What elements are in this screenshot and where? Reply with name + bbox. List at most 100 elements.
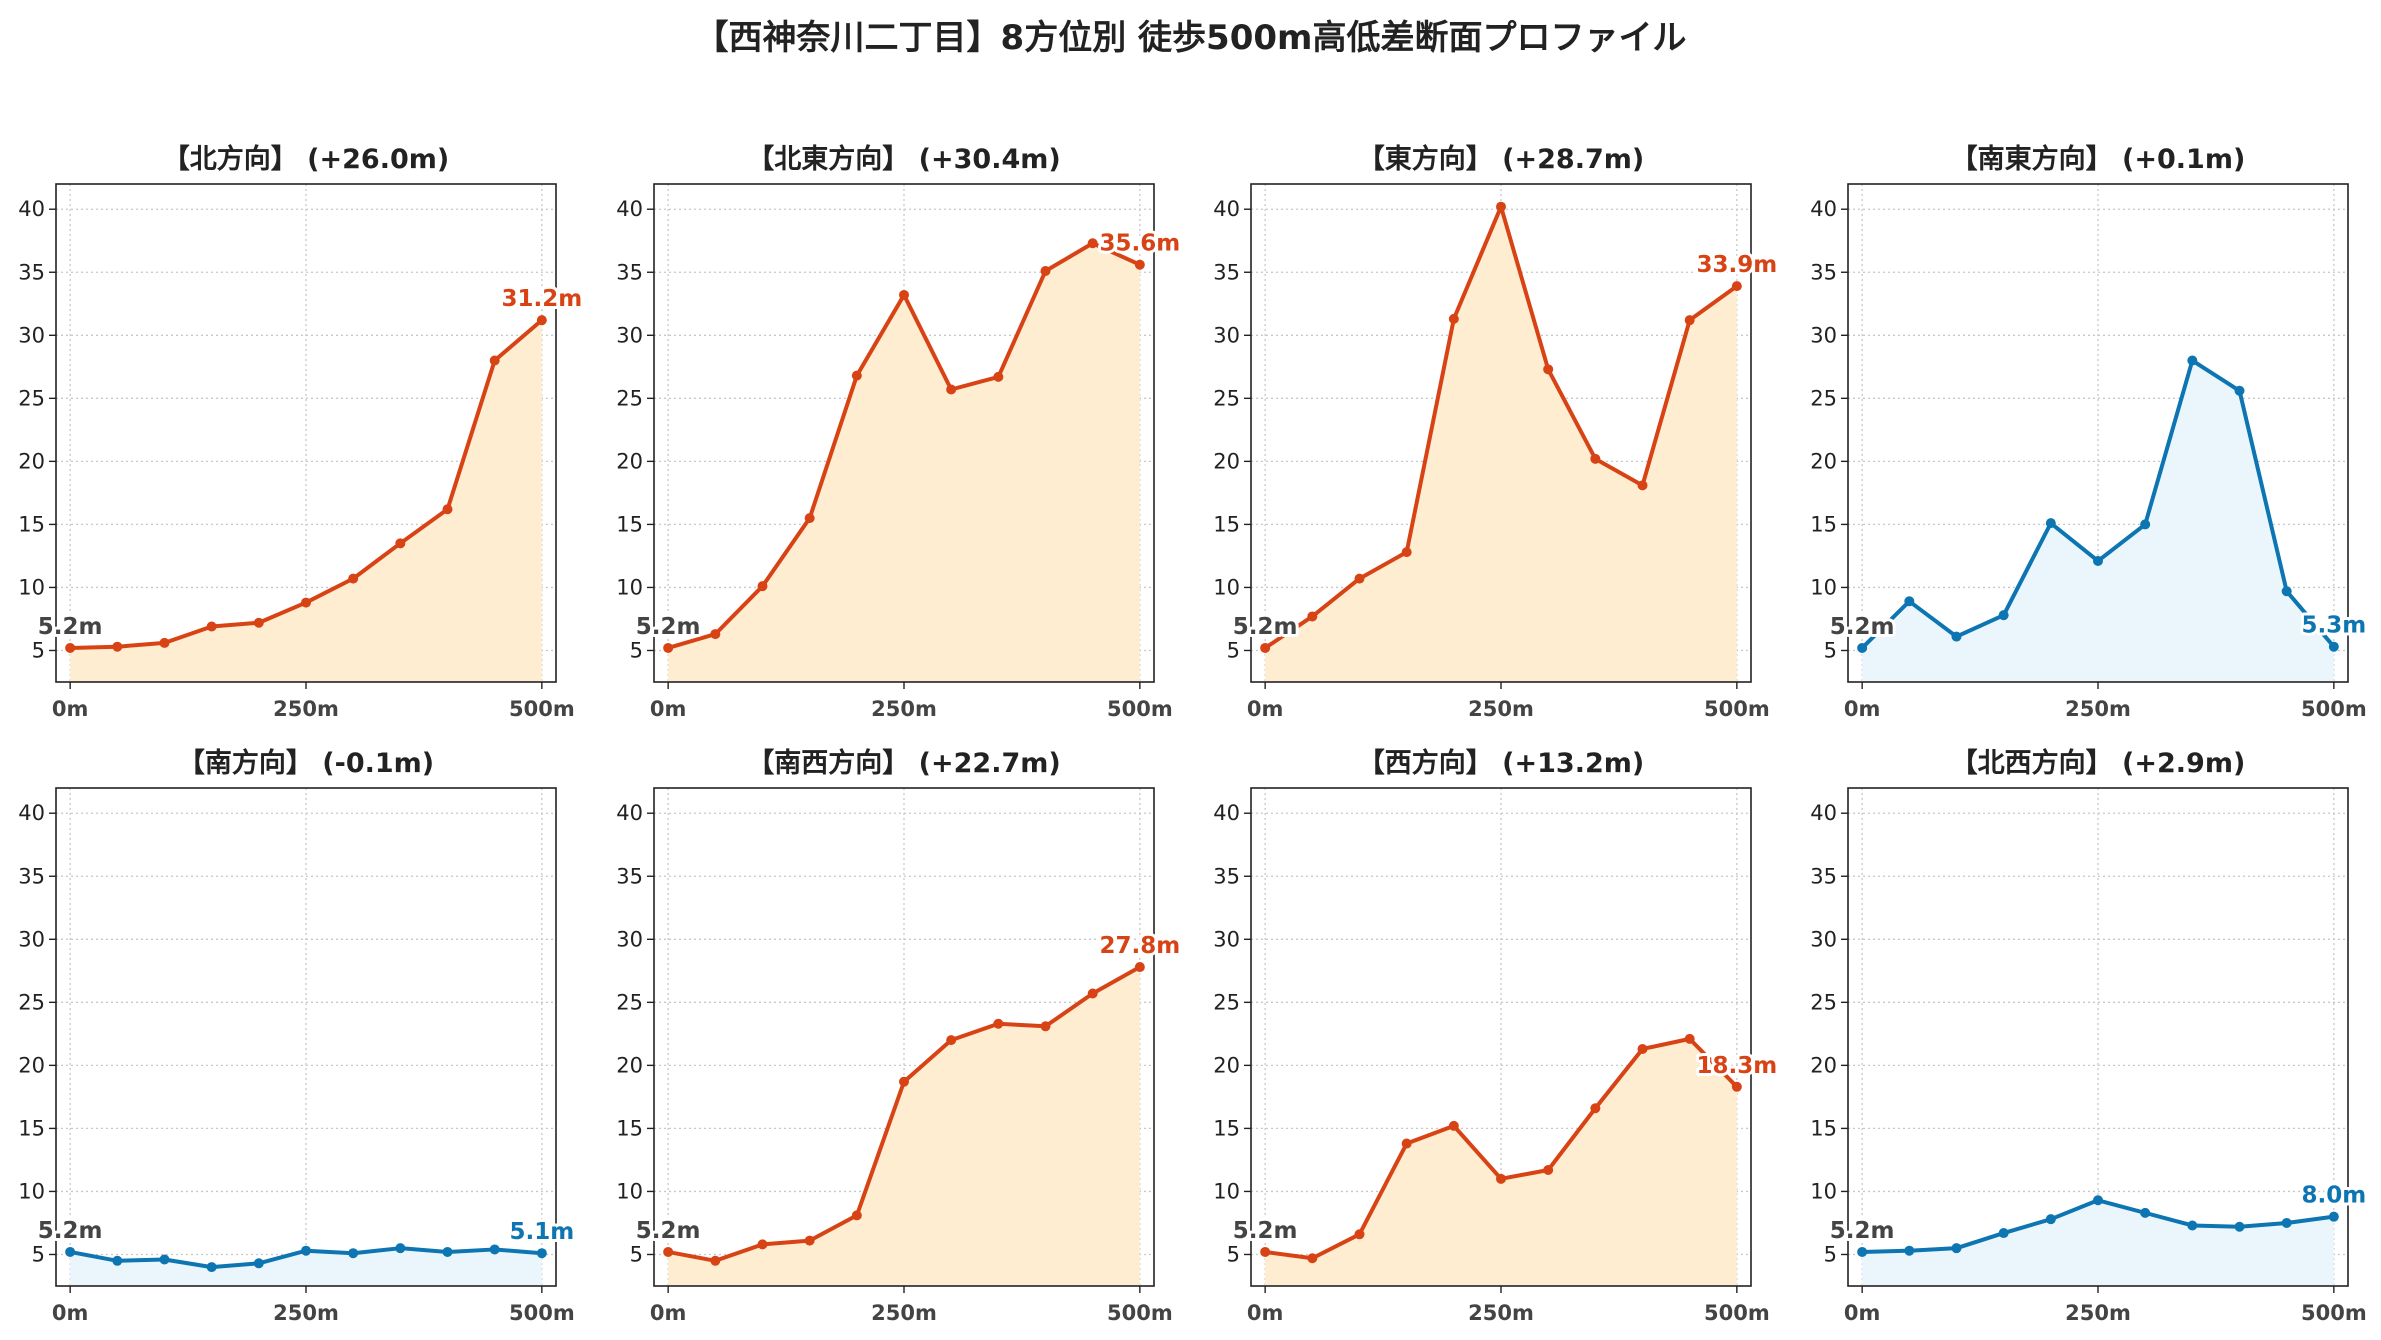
chart-panel: 【東方向】 (+28.7m) 5 10 15 20 25 30 35 40 0m 250m 500m 5…: [1213, 143, 1780, 721]
x-tick-label: 500m: [1704, 697, 1770, 721]
chart-title: 【南方向】 (-0.1m): [178, 747, 434, 779]
y-tick-label: 40: [1810, 801, 1837, 825]
y-tick-label: 35: [1213, 260, 1240, 284]
data-point: [993, 371, 1004, 382]
data-point: [1260, 1246, 1271, 1257]
data-point: [1684, 315, 1695, 326]
data-point: [253, 617, 264, 628]
data-point: [663, 642, 674, 653]
start-elevation-label: 5.2m: [1830, 614, 1895, 640]
x-tick-label: 500m: [2301, 697, 2367, 721]
x-tick-label: 250m: [273, 1301, 339, 1325]
x-tick-label: 0m: [1247, 697, 1284, 721]
x-tick-label: 500m: [509, 697, 575, 721]
y-tick-label: 35: [616, 260, 643, 284]
y-tick-label: 10: [616, 575, 643, 599]
data-point: [301, 597, 311, 608]
data-point: [395, 538, 406, 549]
x-tick-label: 500m: [2301, 1301, 2367, 1325]
y-tick-label: 15: [1213, 1116, 1240, 1140]
chart-panel: 【南西方向】 (+22.7m) 5 10 15 20 25 30 35 40 0m 250m 500m…: [616, 747, 1183, 1325]
y-tick-label: 20: [1810, 1053, 1837, 1077]
y-tick-label: 35: [1810, 864, 1837, 888]
y-tick-label: 10: [1810, 1179, 1837, 1203]
data-point: [899, 289, 909, 300]
data-point: [395, 1243, 406, 1254]
x-tick-label: 250m: [1468, 697, 1534, 721]
y-tick-label: 40: [616, 197, 643, 221]
data-point: [851, 370, 862, 381]
y-tick-label: 15: [616, 1116, 643, 1140]
data-point: [1307, 611, 1318, 622]
end-elevation-label: 18.3m: [1696, 1053, 1777, 1079]
data-point: [946, 1035, 957, 1046]
x-tick-label: 0m: [650, 1301, 687, 1325]
y-tick-label: 5: [630, 1242, 643, 1266]
y-tick-label: 20: [616, 449, 643, 473]
data-point: [1857, 642, 1868, 653]
data-point: [489, 355, 500, 366]
y-tick-label: 15: [616, 512, 643, 536]
y-tick-label: 30: [1810, 323, 1837, 347]
data-point: [946, 384, 957, 395]
end-elevation-label: 33.9m: [1696, 252, 1777, 278]
data-point: [1904, 596, 1915, 607]
y-tick-label: 30: [18, 927, 45, 951]
x-tick-label: 0m: [650, 697, 687, 721]
data-point: [2045, 1214, 2056, 1225]
chart-title: 【北西方向】 (+2.9m): [1951, 747, 2246, 779]
y-tick-label: 5: [32, 638, 45, 662]
y-tick-label: 25: [1213, 990, 1240, 1014]
y-tick-label: 35: [18, 260, 45, 284]
x-tick-label: 500m: [509, 1301, 575, 1325]
chart-panel: 【北西方向】 (+2.9m) 5 10 15 20 25 30 35 40 0m 250m 500m 5…: [1810, 747, 2369, 1325]
y-tick-label: 10: [616, 1179, 643, 1203]
start-elevation-label: 5.2m: [38, 1218, 103, 1244]
y-tick-label: 40: [1213, 197, 1240, 221]
x-tick-label: 0m: [1844, 697, 1881, 721]
figure-title: 【西神奈川二丁目】8方位別 徒歩500m高低差断面プロファイル: [694, 18, 1687, 58]
x-tick-label: 250m: [273, 697, 339, 721]
data-point: [1307, 1253, 1318, 1264]
chart-title: 【北方向】 (+26.0m): [163, 143, 449, 175]
elevation-area: [1862, 1200, 2334, 1286]
data-point: [1951, 1243, 1962, 1254]
data-point: [348, 573, 359, 584]
y-tick-label: 10: [1213, 575, 1240, 599]
plot-frame: [55, 787, 557, 1287]
data-point: [536, 1248, 547, 1259]
data-point: [1040, 1021, 1051, 1032]
x-tick-label: 250m: [871, 697, 937, 721]
data-point: [1087, 988, 1098, 999]
data-point: [757, 1239, 768, 1250]
y-tick-label: 20: [18, 1053, 45, 1077]
end-elevation-label: 8.0m: [2301, 1183, 2366, 1209]
data-point: [804, 513, 815, 524]
x-tick-label: 250m: [1468, 1301, 1534, 1325]
data-point: [1134, 962, 1145, 973]
data-point: [1951, 631, 1962, 642]
chart-panel: 【西方向】 (+13.2m) 5 10 15 20 25 30 35 40 0m 250m 500m 5…: [1213, 747, 1780, 1325]
x-tick-label: 250m: [871, 1301, 937, 1325]
y-tick-label: 40: [18, 197, 45, 221]
start-elevation-label: 5.2m: [1233, 614, 1298, 640]
data-point: [2234, 385, 2245, 396]
data-point: [1543, 364, 1554, 375]
data-point: [1590, 1103, 1601, 1114]
data-point: [206, 1262, 217, 1273]
data-point: [2045, 518, 2056, 529]
y-tick-label: 5: [1824, 638, 1837, 662]
y-tick-label: 30: [616, 927, 643, 951]
data-point: [899, 1076, 909, 1087]
y-tick-label: 20: [1810, 449, 1837, 473]
data-point: [159, 1254, 170, 1265]
elevation-area: [1862, 360, 2334, 682]
y-tick-label: 30: [616, 323, 643, 347]
data-point: [1731, 1081, 1742, 1092]
y-tick-label: 15: [18, 512, 45, 536]
y-tick-label: 15: [1810, 512, 1837, 536]
y-tick-label: 35: [1810, 260, 1837, 284]
data-point: [757, 581, 768, 592]
